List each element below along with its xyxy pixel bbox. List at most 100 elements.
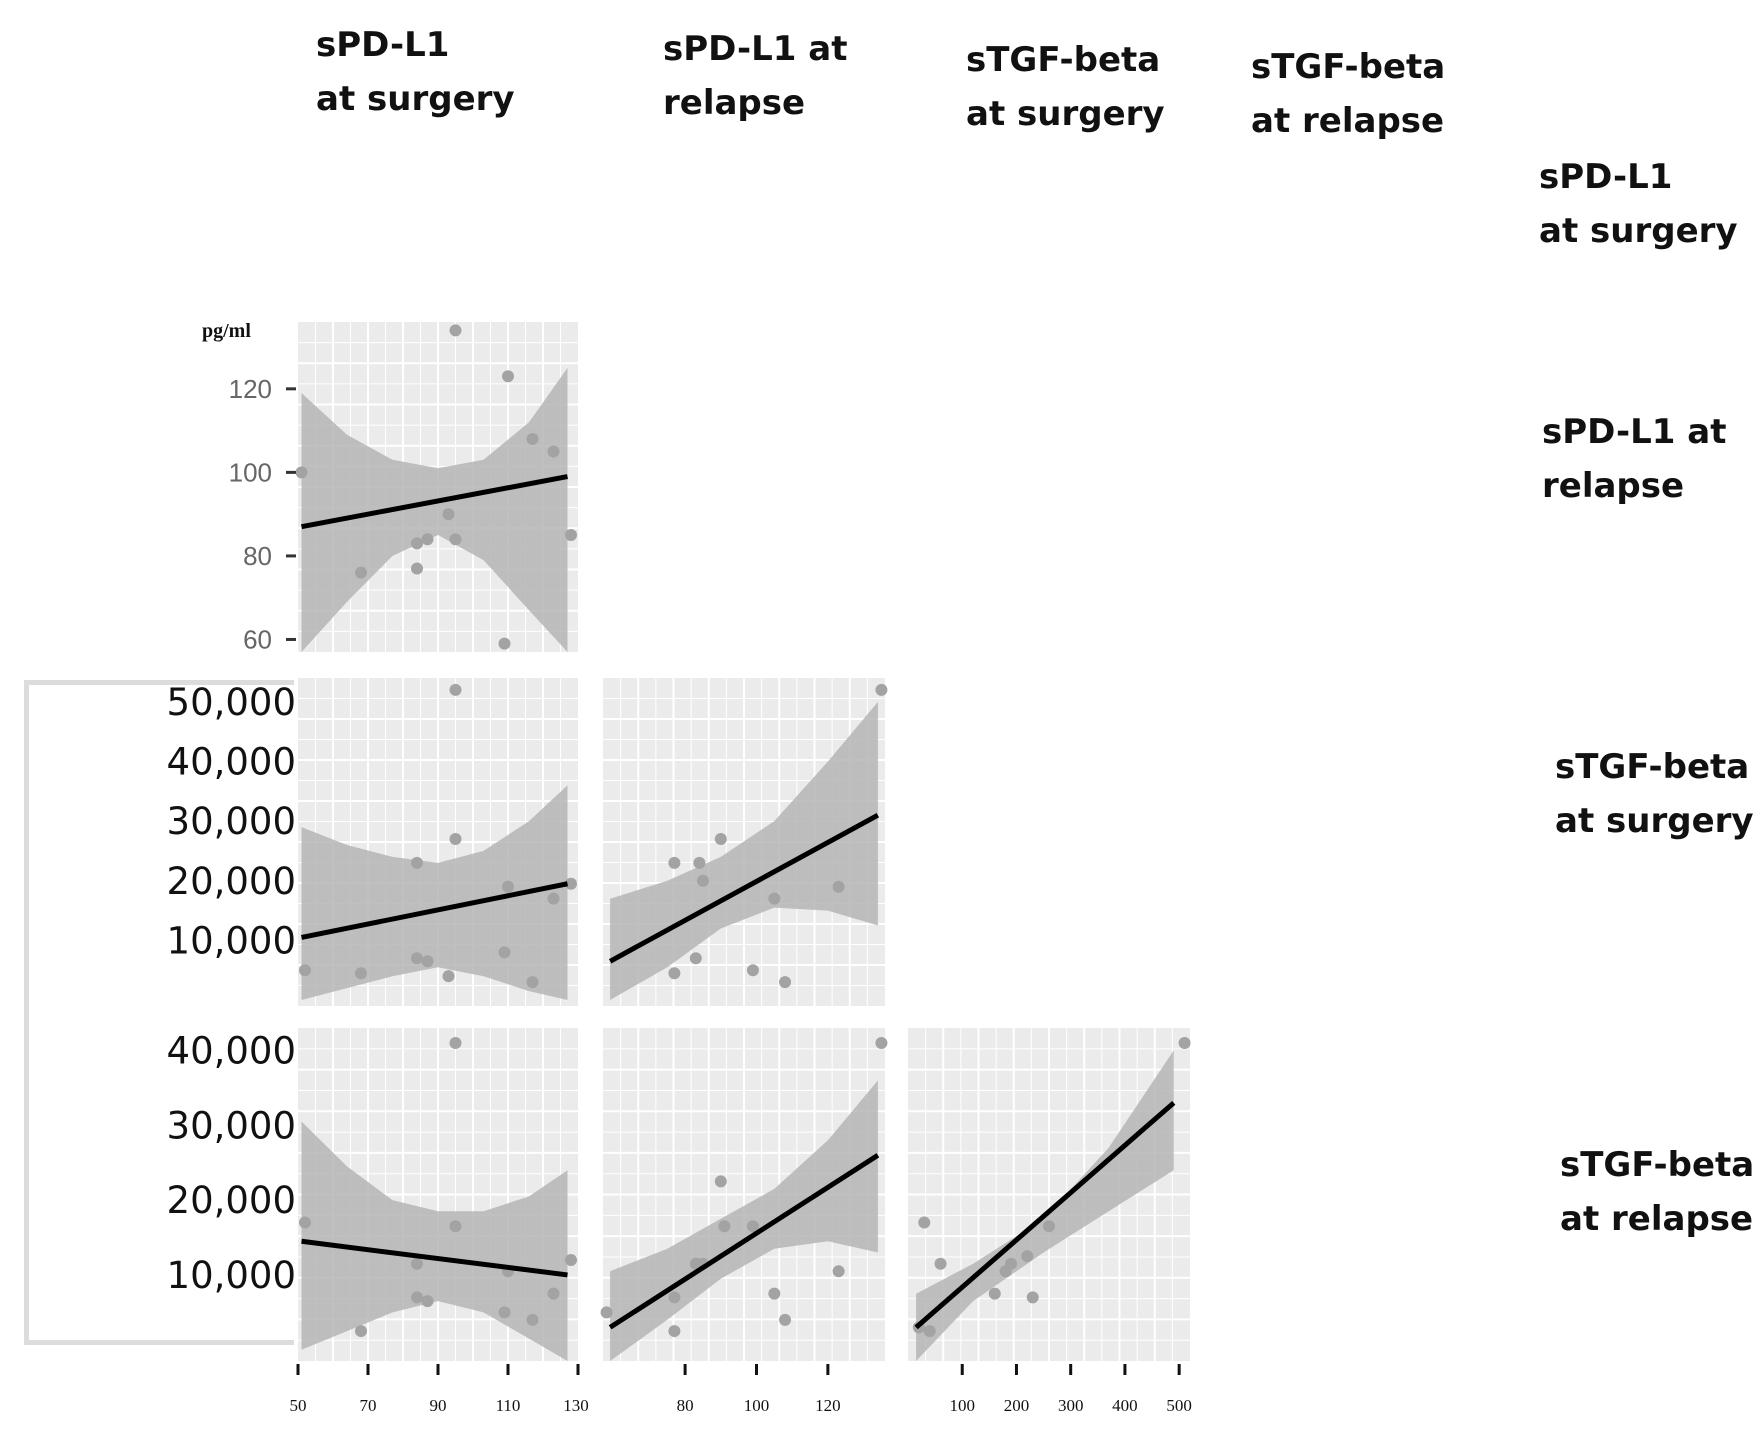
- y-tick-label: 50,000: [167, 681, 296, 724]
- panel-2: 10,000 20,000 30,000 40,000 50,000: [167, 678, 578, 1006]
- confidence-band: [610, 1080, 878, 1361]
- data-point: [547, 1287, 560, 1300]
- data-point: [547, 445, 560, 458]
- row-header-stgf-relapse: sTGF-beta at relapse: [1560, 1145, 1755, 1239]
- y-tick-label: 40,000: [167, 1029, 296, 1072]
- data-point: [746, 1220, 759, 1233]
- data-point: [411, 856, 423, 869]
- column-header-stgf-surgery: sTGF-beta at surgery: [966, 40, 1165, 134]
- regression-line: [301, 474, 568, 530]
- data-point: [355, 1325, 367, 1338]
- data-point: [918, 1216, 931, 1229]
- panel-3: [603, 678, 888, 1006]
- y-tick-label: 10,000: [167, 919, 296, 962]
- regression-line: [608, 812, 880, 964]
- data-point: [668, 967, 681, 980]
- x-tick-label: 400: [1112, 1396, 1138, 1415]
- data-point: [421, 1295, 434, 1308]
- data-point: [779, 976, 792, 989]
- data-point: [565, 1253, 577, 1266]
- column-header-spdl1-relapse: sPD-L1 at relapse: [663, 29, 848, 123]
- row-header-spdl1-surgery: sPD-L1 at surgery: [1539, 157, 1738, 251]
- y-tick-label: 20,000: [167, 1179, 296, 1222]
- data-point: [442, 970, 455, 983]
- x-tick-label: 120: [815, 1396, 841, 1415]
- data-point: [502, 880, 514, 893]
- data-point: [600, 1306, 613, 1319]
- data-point: [526, 976, 539, 989]
- data-point: [832, 1265, 845, 1278]
- regression-line: [301, 1238, 568, 1278]
- panel-4: 10,000 20,000 30,000 40,000 50 70 90 110 130: [167, 1028, 589, 1415]
- regression-line: [608, 1153, 880, 1330]
- y-tick-label: 10,000: [167, 1254, 296, 1297]
- data-point: [768, 1287, 781, 1300]
- x-tick-label: 70: [360, 1396, 377, 1415]
- data-point: [498, 1306, 511, 1319]
- data-point: [693, 856, 706, 869]
- data-point: [1021, 1250, 1034, 1263]
- data-point: [411, 1291, 423, 1304]
- y-tick-label: 60: [243, 624, 272, 654]
- x-tick-label: 100: [949, 1396, 975, 1415]
- data-point: [411, 952, 423, 965]
- x-tick-label: 130: [563, 1396, 589, 1415]
- y-tick-label: 30,000: [167, 1104, 296, 1147]
- data-point: [696, 874, 709, 887]
- data-point: [449, 1036, 462, 1049]
- confidence-band: [301, 785, 568, 1000]
- data-point: [768, 892, 781, 905]
- data-point: [565, 877, 577, 890]
- data-point: [934, 1257, 947, 1270]
- data-point: [411, 537, 423, 550]
- data-point: [689, 952, 702, 965]
- data-point: [442, 508, 455, 521]
- x-tick-label: 90: [430, 1396, 447, 1415]
- data-point: [526, 1313, 539, 1326]
- data-point: [449, 833, 462, 846]
- data-point: [668, 1291, 681, 1304]
- regression-line: [301, 881, 568, 940]
- y-tick-label: 30,000: [167, 800, 296, 843]
- data-point: [411, 562, 423, 575]
- data-point: [875, 1036, 888, 1049]
- column-header-spdl1-surgery: sPD-L1 at surgery: [316, 25, 515, 119]
- panel-6: 100 200 300 400 500: [908, 1028, 1192, 1415]
- data-point: [547, 892, 560, 905]
- confidence-band: [301, 1121, 568, 1361]
- y-tick-label: 40,000: [167, 740, 296, 783]
- data-point: [526, 432, 539, 445]
- data-point: [498, 637, 511, 650]
- data-point: [779, 1313, 792, 1326]
- data-point: [668, 1325, 681, 1338]
- data-point: [565, 529, 577, 542]
- data-point: [355, 967, 367, 980]
- row-header-spdl1-relapse: sPD-L1 at relapse: [1542, 412, 1727, 506]
- data-point: [1043, 1220, 1055, 1233]
- confidence-band: [916, 1050, 1174, 1361]
- data-point: [714, 833, 727, 846]
- data-point: [746, 964, 759, 977]
- data-point: [421, 533, 434, 546]
- regression-line: [914, 1100, 1176, 1330]
- data-point: [421, 955, 434, 968]
- data-point: [718, 1220, 731, 1233]
- data-point: [875, 683, 888, 696]
- data-point: [988, 1287, 1001, 1300]
- x-tick-label: 200: [1004, 1396, 1030, 1415]
- x-tick-label: 80: [677, 1396, 694, 1415]
- y-tick-label: 120: [229, 374, 272, 404]
- confidence-band: [301, 367, 568, 652]
- data-point: [449, 533, 462, 546]
- x-tick-label: 500: [1166, 1396, 1192, 1415]
- panel-5: 80 100 120: [600, 1028, 888, 1415]
- y-tick-label: 80: [243, 541, 272, 571]
- data-point: [295, 466, 308, 479]
- data-point: [449, 683, 462, 696]
- data-point: [299, 1216, 311, 1229]
- data-point: [449, 1220, 462, 1233]
- data-point: [1005, 1257, 1018, 1270]
- x-tick-label: 110: [496, 1396, 521, 1415]
- column-header-stgf-relapse: sTGF-beta at relapse: [1251, 47, 1446, 141]
- data-point: [449, 324, 462, 337]
